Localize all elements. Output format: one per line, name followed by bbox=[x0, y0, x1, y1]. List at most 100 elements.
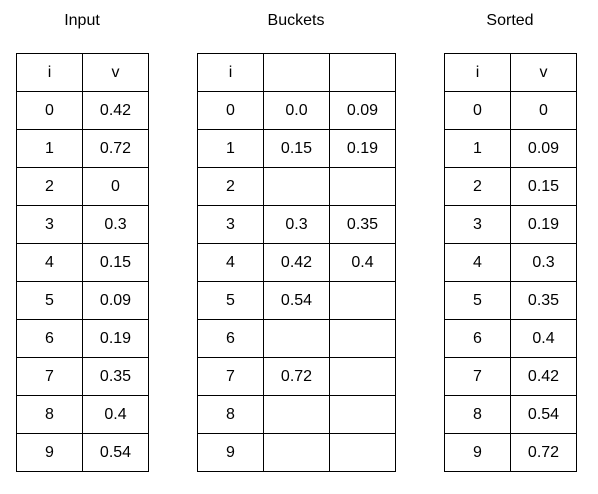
buckets-value-cell: 0.35 bbox=[329, 205, 396, 244]
input-title: Input bbox=[64, 12, 100, 29]
input-value-cell: 0.72 bbox=[82, 129, 149, 168]
table-row: 4 0.3 bbox=[444, 243, 577, 282]
input-value-cell: 0.35 bbox=[82, 357, 149, 396]
input-value-cell: 0.3 bbox=[82, 205, 149, 244]
sorted-header-cell: v bbox=[510, 53, 577, 92]
input-index-cell: 7 bbox=[16, 357, 83, 396]
buckets-value-cell bbox=[263, 319, 330, 358]
buckets-index-cell: 0 bbox=[197, 91, 264, 130]
table-row: 4 0.42 0.4 bbox=[197, 243, 396, 282]
sorted-value-cell: 0.4 bbox=[510, 319, 577, 358]
sorted-value-cell: 0.72 bbox=[510, 433, 577, 472]
input-index-cell: 6 bbox=[16, 319, 83, 358]
input-value-cell: 0.15 bbox=[82, 243, 149, 282]
table-row: 5 0.54 bbox=[197, 281, 396, 320]
table-row: 1 0.09 bbox=[444, 129, 577, 168]
buckets-index-cell: 9 bbox=[197, 433, 264, 472]
buckets-value-cell: 0.42 bbox=[263, 243, 330, 282]
table-row: 6 0.4 bbox=[444, 319, 577, 358]
buckets-value-cell bbox=[329, 281, 396, 320]
table-row: 0 0.42 bbox=[16, 91, 149, 130]
table-row: 3 0.19 bbox=[444, 205, 577, 244]
input-index-cell: 9 bbox=[16, 433, 83, 472]
buckets-value-cell: 0.15 bbox=[263, 129, 330, 168]
buckets-value-cell bbox=[329, 319, 396, 358]
input-value-cell: 0 bbox=[82, 167, 149, 206]
buckets-header-cell: i bbox=[197, 53, 264, 92]
buckets-value-cell bbox=[329, 357, 396, 396]
table-row: 9 0.54 bbox=[16, 433, 149, 472]
buckets-index-cell: 6 bbox=[197, 319, 264, 358]
table-row: 5 0.35 bbox=[444, 281, 577, 320]
sorted-index-cell: 8 bbox=[444, 395, 511, 434]
input-value-cell: 0.54 bbox=[82, 433, 149, 472]
sorted-value-cell: 0.54 bbox=[510, 395, 577, 434]
table-row: 1 0.15 0.19 bbox=[197, 129, 396, 168]
buckets-index-cell: 2 bbox=[197, 167, 264, 206]
table-row: 7 0.42 bbox=[444, 357, 577, 396]
sorted-index-cell: 3 bbox=[444, 205, 511, 244]
input-value-cell: 0.42 bbox=[82, 91, 149, 130]
input-index-cell: 2 bbox=[16, 167, 83, 206]
sorted-table: i v 0 0 1 0.09 2 0.15 3 0.19 4 0.3 5 0.35 6 0.4 7 0.42 8 0.… bbox=[444, 53, 577, 472]
buckets-value-cell bbox=[329, 167, 396, 206]
table-row: 2 0.15 bbox=[444, 167, 577, 206]
table-row: 9 bbox=[197, 433, 396, 472]
sorted-index-cell: 9 bbox=[444, 433, 511, 472]
sorted-header-cell: i bbox=[444, 53, 511, 92]
input-table: i v 0 0.42 1 0.72 2 0 3 0.3 4 0.15 5 0.09 6 0.19 7 0.35 8 0… bbox=[16, 53, 149, 472]
sorted-index-cell: 1 bbox=[444, 129, 511, 168]
buckets-value-cell: 0.09 bbox=[329, 91, 396, 130]
input-value-cell: 0.09 bbox=[82, 281, 149, 320]
table-row: 3 0.3 bbox=[16, 205, 149, 244]
input-header-cell: i bbox=[16, 53, 83, 92]
buckets-header-row: i bbox=[197, 53, 396, 92]
buckets-index-cell: 3 bbox=[197, 205, 264, 244]
sorted-index-cell: 4 bbox=[444, 243, 511, 282]
input-index-cell: 1 bbox=[16, 129, 83, 168]
buckets-value-cell bbox=[329, 395, 396, 434]
buckets-value-cell: 0.54 bbox=[263, 281, 330, 320]
buckets-header-cell bbox=[329, 53, 396, 92]
input-index-cell: 5 bbox=[16, 281, 83, 320]
table-row: 1 0.72 bbox=[16, 129, 149, 168]
sorted-value-cell: 0.09 bbox=[510, 129, 577, 168]
buckets-title: Buckets bbox=[267, 12, 325, 29]
sorted-value-cell: 0 bbox=[510, 91, 577, 130]
sorted-title: Sorted bbox=[486, 12, 534, 29]
buckets-index-cell: 4 bbox=[197, 243, 264, 282]
table-row: 9 0.72 bbox=[444, 433, 577, 472]
buckets-index-cell: 1 bbox=[197, 129, 264, 168]
table-row: 8 bbox=[197, 395, 396, 434]
table-row: 3 0.3 0.35 bbox=[197, 205, 396, 244]
table-row: 6 0.19 bbox=[16, 319, 149, 358]
buckets-value-cell: 0.19 bbox=[329, 129, 396, 168]
sorted-value-cell: 0.19 bbox=[510, 205, 577, 244]
sorted-index-cell: 6 bbox=[444, 319, 511, 358]
table-row: 2 bbox=[197, 167, 396, 206]
buckets-table: i 0 0.0 0.09 1 0.15 0.19 2 3 0.3 0.35 4 0.42 0.4 5 0.54… bbox=[197, 53, 396, 472]
table-row: 7 0.35 bbox=[16, 357, 149, 396]
buckets-index-cell: 5 bbox=[197, 281, 264, 320]
buckets-header-cell bbox=[263, 53, 330, 92]
table-row: 6 bbox=[197, 319, 396, 358]
table-row: 7 0.72 bbox=[197, 357, 396, 396]
input-index-cell: 8 bbox=[16, 395, 83, 434]
buckets-value-cell bbox=[329, 433, 396, 472]
input-index-cell: 4 bbox=[16, 243, 83, 282]
input-index-cell: 0 bbox=[16, 91, 83, 130]
sorted-value-cell: 0.35 bbox=[510, 281, 577, 320]
input-value-cell: 0.4 bbox=[82, 395, 149, 434]
buckets-index-cell: 8 bbox=[197, 395, 264, 434]
buckets-value-cell: 0.72 bbox=[263, 357, 330, 396]
sorted-index-cell: 0 bbox=[444, 91, 511, 130]
input-header-cell: v bbox=[82, 53, 149, 92]
table-row: 0 0.0 0.09 bbox=[197, 91, 396, 130]
sorted-index-cell: 5 bbox=[444, 281, 511, 320]
input-value-cell: 0.19 bbox=[82, 319, 149, 358]
input-index-cell: 3 bbox=[16, 205, 83, 244]
sorted-index-cell: 2 bbox=[444, 167, 511, 206]
